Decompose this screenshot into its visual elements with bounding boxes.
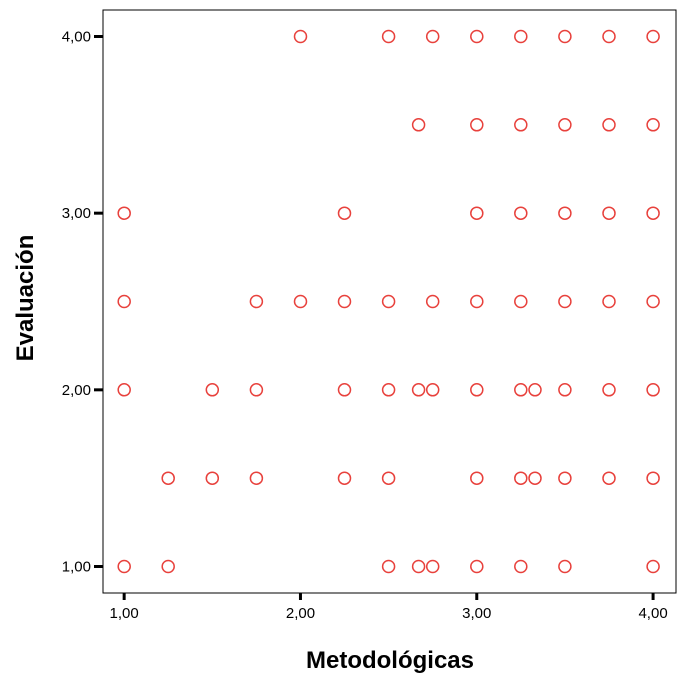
x-tick-label: 2,00 <box>286 605 315 622</box>
data-point <box>249 383 264 397</box>
data-point <box>514 118 528 132</box>
data-point <box>514 294 528 309</box>
data-point <box>514 206 528 220</box>
x-tick-label: 3,00 <box>462 605 491 622</box>
data-point <box>646 383 660 397</box>
data-point <box>293 29 308 44</box>
data-point <box>425 383 440 397</box>
data-point <box>558 206 572 220</box>
data-point <box>470 294 484 309</box>
data-point <box>514 559 528 574</box>
data-point <box>646 206 660 220</box>
data-point <box>602 294 616 309</box>
data-point <box>528 471 542 485</box>
data-point <box>117 383 131 397</box>
data-point <box>249 471 264 485</box>
data-point <box>602 29 616 44</box>
data-point <box>117 206 131 220</box>
data-point <box>381 29 396 44</box>
data-point <box>205 471 220 485</box>
data-point <box>528 383 542 397</box>
data-point <box>646 29 660 44</box>
data-point <box>470 383 484 397</box>
data-point <box>425 294 440 309</box>
data-point <box>425 559 440 574</box>
data-point <box>117 294 131 309</box>
data-point <box>602 471 616 485</box>
data-point <box>293 294 308 309</box>
data-point <box>470 471 484 485</box>
data-point <box>602 118 616 132</box>
y-tick-label: 1,00 <box>62 559 91 576</box>
data-point <box>381 383 396 397</box>
y-tick-label: 2,00 <box>62 382 91 399</box>
data-point <box>411 118 426 132</box>
data-point <box>602 206 616 220</box>
x-tick-label: 4,00 <box>638 605 667 622</box>
data-point <box>470 559 484 574</box>
x-axis: 1,00 2,00 3,00 4,00 <box>110 593 668 622</box>
data-point <box>205 383 220 397</box>
y-axis: 1,00 2,00 3,00 4,00 <box>62 29 103 576</box>
data-point <box>381 559 396 574</box>
data-point <box>602 383 616 397</box>
data-point <box>514 29 528 44</box>
data-point <box>558 118 572 132</box>
data-point <box>470 206 484 220</box>
data-point <box>337 294 352 309</box>
x-axis-title: Metodológicas <box>306 647 474 674</box>
data-point <box>425 29 440 44</box>
data-point <box>249 294 264 309</box>
data-point <box>470 118 484 132</box>
data-point <box>558 471 572 485</box>
data-point <box>381 294 396 309</box>
data-point <box>411 383 426 397</box>
data-point <box>646 471 660 485</box>
data-point <box>514 471 528 485</box>
data-point <box>470 29 484 44</box>
plot-frame <box>102 9 677 594</box>
data-point <box>558 383 572 397</box>
y-tick-label: 4,00 <box>62 29 91 46</box>
data-point <box>161 471 175 485</box>
data-point <box>646 294 660 309</box>
data-point <box>558 29 572 44</box>
data-point <box>646 118 660 132</box>
data-point <box>337 383 352 397</box>
data-point <box>161 559 175 574</box>
data-point <box>117 559 131 574</box>
data-points <box>117 29 660 574</box>
data-point <box>558 294 572 309</box>
data-point <box>646 559 660 574</box>
y-axis-title: Evaluación <box>12 235 39 362</box>
x-tick-label: 1,00 <box>110 605 139 622</box>
data-point <box>514 383 528 397</box>
data-point <box>381 471 396 485</box>
data-point <box>337 471 352 485</box>
data-point <box>558 559 572 574</box>
data-point <box>337 206 352 220</box>
y-tick-label: 3,00 <box>62 205 91 222</box>
data-point <box>411 559 426 574</box>
